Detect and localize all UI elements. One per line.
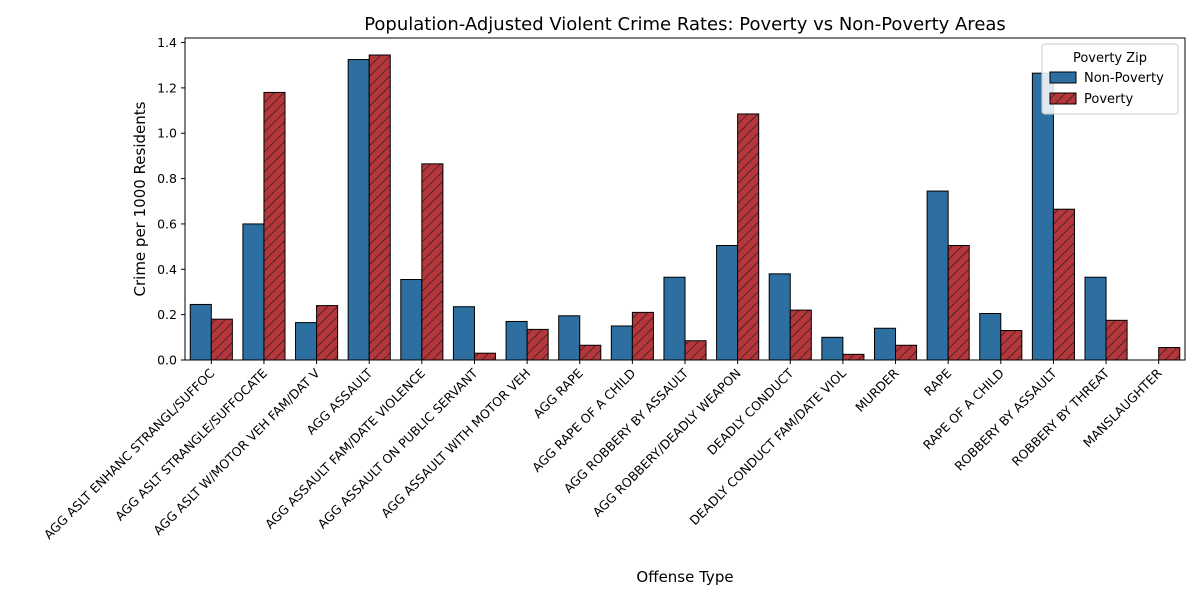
x-tick-label: AGG RAPE OF A CHILD [529,366,638,475]
bar-non-poverty-agg-robbery-deadly-weapon [716,244,739,361]
bar-non-poverty-agg-rape-of-a-child [610,325,633,361]
legend-title: Poverty Zip [1073,51,1147,66]
chart-title: Population-Adjusted Violent Crime Rates:… [364,14,1006,35]
bar-non-poverty-agg-aslt-w-motor-veh-fam-dat-v [295,322,318,361]
y-tick-label: 1.4 [157,35,177,50]
y-tick-label: 0.6 [157,216,177,231]
bar-poverty-agg-assault-fam-date-violence [421,163,444,361]
legend: Poverty Zip Non-Poverty Poverty [1041,43,1179,115]
y-tick-label: 0.2 [157,307,177,322]
legend-swatch-poverty [1049,92,1077,105]
bar-non-poverty-agg-rape [558,315,581,361]
bar-poverty-agg-aslt-strangle-suffocate [263,91,286,361]
y-tick-label: 0.4 [157,262,177,277]
legend-label-non-poverty: Non-Poverty [1084,71,1164,86]
bar-poverty-agg-robbery-by-assault [684,340,707,361]
bar-poverty-agg-assault-with-motor-veh [526,328,549,361]
bar-poverty-agg-aslt-enhanc-strangl-suffoc [210,318,233,361]
y-ticks-group: 0.0 0.2 0.4 0.6 0.8 1.0 1.2 1.4 [157,35,185,368]
bar-poverty-agg-assault-on-public-servant [473,352,497,361]
bar-non-poverty-robbery-by-threat [1084,276,1107,361]
bar-non-poverty-agg-robbery-by-assault [663,276,686,361]
x-tick-label: RAPE [921,365,954,398]
bar-non-poverty-agg-assault-fam-date-violence [400,279,423,361]
bar-non-poverty-murder [873,327,897,361]
y-tick-label: 1.0 [157,126,177,141]
bar-non-poverty-agg-assault-with-motor-veh [505,320,528,361]
y-axis-label: Crime per 1000 Residents [131,101,149,296]
bar-poverty-robbery-by-threat [1105,319,1128,361]
bar-poverty-agg-rape [579,344,602,361]
bar-poverty-manslaughter [1158,347,1181,361]
y-tick-label: 0.8 [157,171,177,186]
bar-non-poverty-deadly-conduct [768,273,791,361]
plot-frame [184,37,1186,361]
bar-poverty-agg-aslt-w-motor-veh-fam-dat-v [316,305,339,361]
bar-non-poverty-agg-assault [347,59,370,361]
bar-non-poverty-agg-aslt-enhanc-strangl-suffoc [189,303,212,361]
bar-non-poverty-robbery-by-assault [1031,72,1054,361]
bar-poverty-robbery-by-assault [1052,208,1075,361]
x-tick-label: DEADLY CONDUCT [704,365,797,458]
bar-non-poverty-agg-aslt-strangle-suffocate [242,223,265,361]
legend-label-poverty: Poverty [1084,92,1133,107]
y-tick-label: 1.2 [157,80,177,95]
bar-poverty-agg-rape-of-a-child [631,311,654,361]
bar-poverty-rape [947,244,970,361]
bars-group [189,54,1181,361]
bar-poverty-deadly-conduct [789,309,812,361]
bar-poverty-agg-robbery-deadly-weapon [737,113,760,361]
bar-non-poverty-rape [926,190,949,361]
bar-non-poverty-rape-of-a-child [979,313,1002,361]
bar-non-poverty-deadly-conduct-fam-date-viol [821,336,844,361]
bar-non-poverty-agg-assault-on-public-servant [452,306,475,361]
bar-poverty-agg-assault [368,54,391,361]
x-tick-label: ROBBERY BY THREAT [1009,365,1113,469]
bar-poverty-deadly-conduct-fam-date-viol [842,353,865,361]
x-tick-label: MURDER [852,365,902,415]
x-tick-label: ROBBERY BY ASSAULT [951,365,1059,473]
bar-poverty-rape-of-a-child [1000,330,1023,361]
x-axis-label: Offense Type [636,568,733,586]
x-tick-label: AGG RAPE [530,365,586,421]
y-tick-label: 0.0 [157,353,177,368]
legend-swatch-non-poverty [1049,71,1077,84]
bar-poverty-murder [895,344,918,361]
